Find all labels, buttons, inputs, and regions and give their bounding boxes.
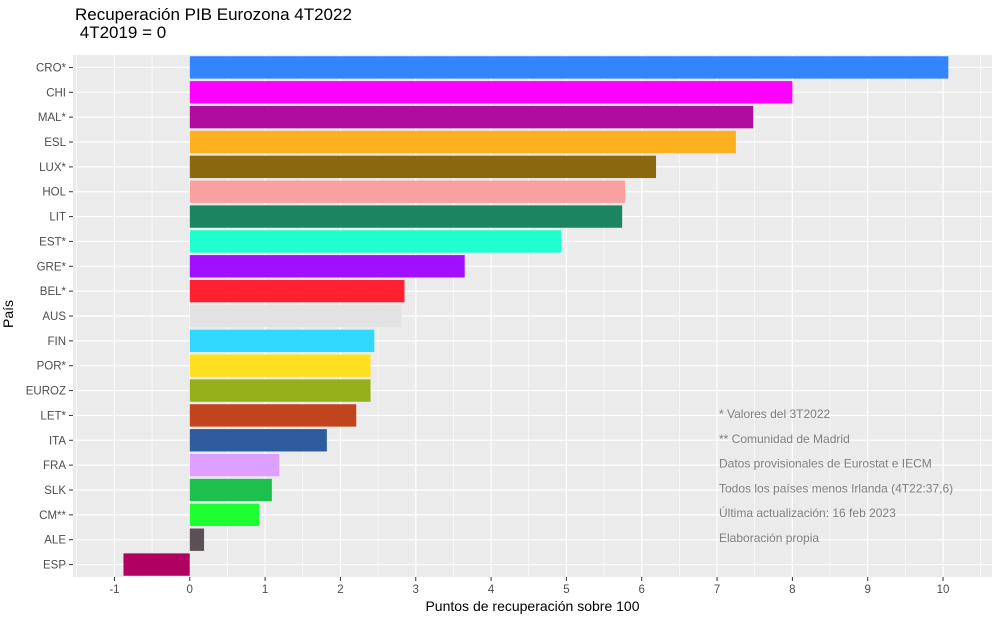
bar-fra	[189, 453, 280, 477]
bar-aus	[189, 304, 402, 328]
x-tick-label: 2	[337, 584, 343, 596]
bar-fin	[189, 329, 375, 353]
annotation: Datos provisionales de Eurostat e IECM	[719, 457, 932, 471]
annotation: Elaboración propia	[719, 531, 819, 545]
annotation: * Valores del 3T2022	[719, 407, 831, 421]
bar-esp	[123, 553, 190, 576]
title-text: Recuperación PIB Eurozona 4T2022	[75, 5, 352, 24]
y-tick-label: AUS	[42, 311, 66, 323]
bar-cm	[189, 503, 260, 527]
y-tick-label: LUX*	[39, 162, 66, 174]
annotation: Última actualización: 16 feb 2023	[719, 505, 896, 520]
y-tick-label: FIN	[47, 336, 66, 348]
x-tick-label: 6	[639, 584, 645, 596]
x-tick-label: 1	[262, 584, 268, 596]
x-tick-label: 4	[488, 584, 495, 596]
bar-est	[189, 230, 562, 253]
bar-mal	[189, 105, 754, 129]
annotation: Todos los países menos Irlanda (4T22:37,…	[719, 481, 953, 495]
y-tick-label: GRE*	[37, 261, 67, 273]
bar-gre	[189, 255, 465, 278]
y-tick-label: HOL	[42, 187, 66, 199]
y-tick-label: EUROZ	[26, 386, 66, 398]
y-tick-label: ESP	[43, 560, 66, 572]
chart-title: Recuperación PIB Eurozona 4T2022 4T2019 …	[75, 6, 352, 42]
bar-hol	[189, 180, 626, 203]
bar-por	[189, 354, 371, 377]
bar-ale	[189, 528, 205, 551]
y-axis-label: País	[0, 299, 17, 329]
bar-bel	[189, 279, 405, 303]
y-tick-label: SLK	[44, 485, 66, 497]
y-tick-label: LET*	[40, 410, 66, 422]
y-tick-label: CRO*	[36, 62, 67, 74]
y-tick-label: MAL*	[38, 112, 67, 124]
y-tick-label: BEL*	[40, 286, 67, 298]
bar-esl	[189, 130, 736, 154]
x-tick-label: 7	[714, 584, 720, 596]
subtitle-text: 4T2019 = 0	[79, 23, 167, 42]
y-tick-label: FRA	[43, 460, 66, 472]
bar-lux	[189, 155, 657, 179]
annotation: ** Comunidad de Madrid	[719, 432, 850, 446]
y-tick-label: EST*	[39, 236, 66, 248]
y-tick-label: CM**	[39, 510, 66, 522]
x-tick-label: 0	[187, 584, 193, 596]
y-tick-label: ITA	[49, 435, 66, 447]
y-tick-label: CHI	[46, 87, 66, 99]
y-tick-label: ESL	[44, 137, 66, 149]
bar-slk	[189, 478, 272, 502]
bar-ita	[189, 429, 327, 452]
x-tick-label: 5	[563, 584, 569, 596]
x-tick-label: 3	[413, 584, 419, 596]
x-axis-label: Puntos de recuperación sobre 100	[425, 598, 640, 614]
x-tick-label: 8	[789, 584, 795, 596]
y-tick-label: POR*	[37, 361, 67, 373]
bar-chi	[189, 81, 793, 104]
x-tick-label: -1	[109, 584, 119, 596]
bar-euroz	[189, 379, 371, 402]
x-tick-label: 10	[937, 584, 950, 596]
bar-let	[189, 404, 357, 427]
x-tick-label: 9	[865, 584, 871, 596]
bar-lit	[189, 205, 623, 228]
bar-cro	[189, 56, 949, 79]
y-tick-label: LIT	[49, 212, 66, 224]
y-tick-label: ALE	[44, 535, 66, 547]
